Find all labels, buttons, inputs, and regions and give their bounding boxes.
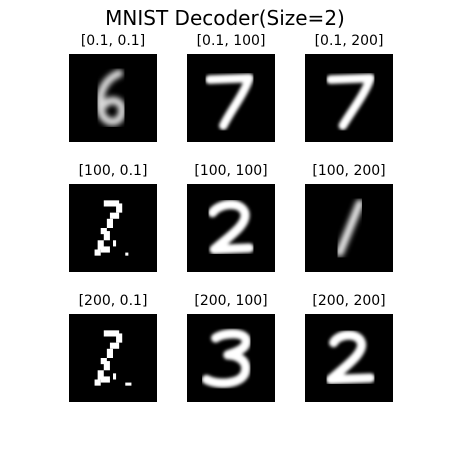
digit-image (305, 314, 393, 402)
panel-label: [100, 0.1] (78, 163, 148, 179)
digit-image (187, 314, 275, 402)
panel-label: [200, 0.1] (78, 293, 148, 309)
panel-label: [0.1, 0.1] (80, 33, 146, 49)
panel-label: [100, 100] (194, 163, 268, 179)
panel-label: [0.1, 100] (196, 33, 266, 49)
decoder-panel: [100, 0.1] (69, 162, 157, 272)
decoder-panel: [200, 100] (187, 292, 275, 402)
decoder-panel: [100, 100] (187, 162, 275, 272)
digit-question-noisy (70, 185, 156, 271)
digit-image (187, 184, 275, 272)
digit-two (188, 185, 274, 271)
digit-image (69, 314, 157, 402)
decoder-panel: [100, 200] (305, 162, 393, 272)
decoder-panel: [0.1, 200] (305, 32, 393, 142)
decoder-panel: [200, 0.1] (69, 292, 157, 402)
digit-two (306, 315, 392, 401)
panel-label: [100, 200] (312, 163, 386, 179)
panel-label: [200, 200] (312, 293, 386, 309)
digit-image (69, 54, 157, 142)
digit-one (306, 185, 392, 271)
digit-six-blurry (70, 55, 156, 141)
digit-question-noisy (70, 315, 156, 401)
digit-seven (306, 55, 392, 141)
digit-image (305, 54, 393, 142)
figure-title: MNIST Decoder(Size=2) (105, 6, 345, 30)
digit-seven (188, 55, 274, 141)
panel-label: [0.1, 200] (314, 33, 384, 49)
digit-three (188, 315, 274, 401)
decoder-panel: [0.1, 100] (187, 32, 275, 142)
digit-image (69, 184, 157, 272)
panel-label: [200, 100] (194, 293, 268, 309)
decoder-panel: [0.1, 0.1] (69, 32, 157, 142)
digit-image (187, 54, 275, 142)
decoder-panel: [200, 200] (305, 292, 393, 402)
digit-image (305, 184, 393, 272)
